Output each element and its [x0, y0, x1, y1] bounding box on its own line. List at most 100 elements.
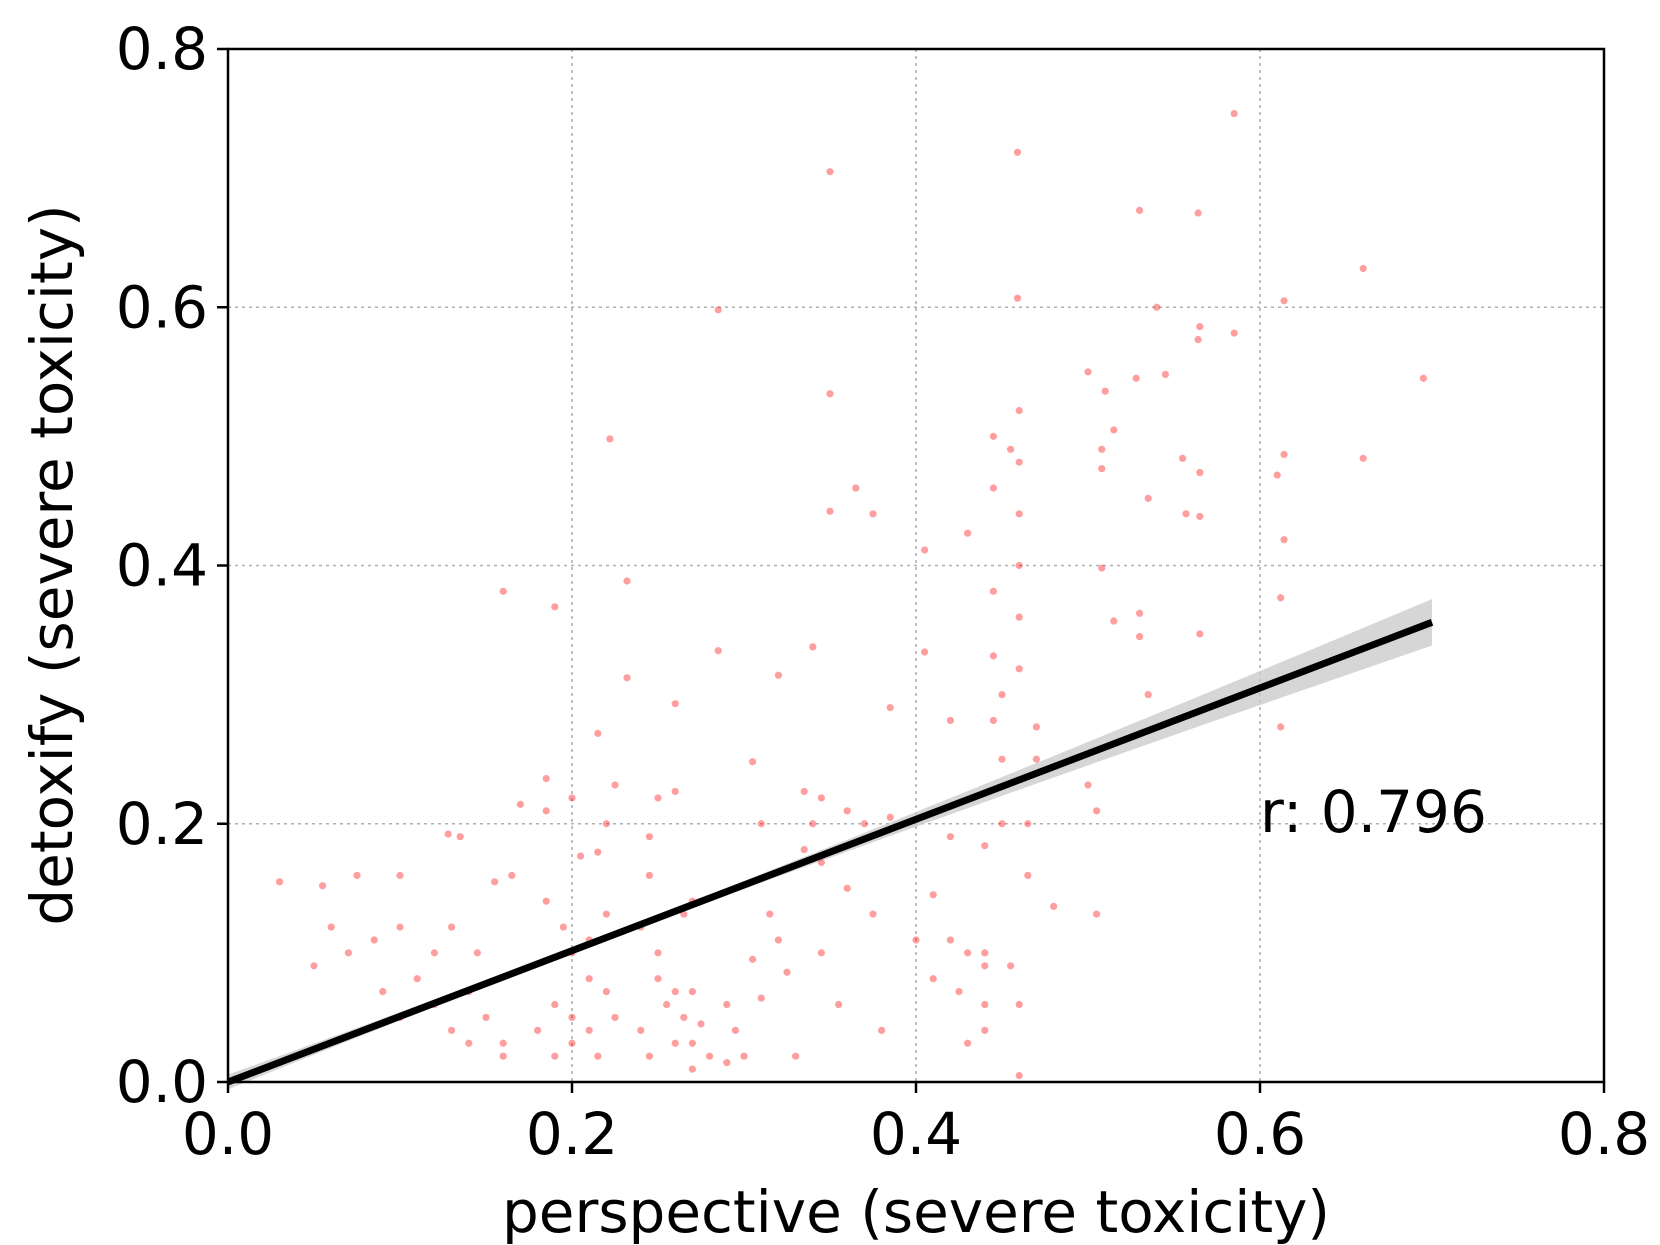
data-point: [671, 988, 679, 996]
data-point: [602, 820, 611, 828]
data-point: [774, 671, 783, 679]
data-point: [1015, 1071, 1023, 1080]
data-point: [654, 949, 662, 957]
data-point: [602, 988, 611, 996]
data-point: [680, 1013, 688, 1022]
data-point: [1032, 755, 1040, 763]
data-point: [688, 988, 697, 996]
data-point: [929, 975, 937, 983]
data-point: [1098, 465, 1106, 473]
data-point: [697, 1020, 705, 1028]
data-point: [929, 891, 937, 899]
data-point: [1230, 329, 1238, 337]
data-point: [1110, 426, 1118, 434]
data-point: [1136, 206, 1144, 215]
data-point: [1196, 630, 1204, 638]
data-point: [912, 936, 920, 944]
data-point: [310, 962, 318, 970]
data-point: [1280, 536, 1288, 544]
data-point: [835, 1000, 843, 1009]
data-point: [671, 700, 679, 708]
x-tick-label: 0.2: [526, 1100, 618, 1168]
regression-line: [226, 619, 1434, 1086]
data-point: [766, 910, 774, 918]
y-axis-label: detoxify (severe toxicity): [18, 204, 86, 925]
data-point: [998, 755, 1006, 763]
correlation-annotation: r: 0.796: [1260, 778, 1487, 846]
data-point: [1007, 445, 1015, 453]
data-point: [430, 949, 438, 957]
data-point: [594, 848, 602, 856]
data-point: [585, 975, 593, 983]
data-point: [826, 507, 834, 515]
fit-line-group: [226, 619, 1434, 1086]
data-point: [981, 842, 989, 850]
x-tick-label: 0.8: [1558, 1100, 1650, 1168]
data-point: [809, 820, 817, 828]
data-point: [723, 1000, 731, 1009]
data-point: [499, 1052, 507, 1060]
data-point: [499, 587, 507, 595]
data-point: [809, 643, 817, 651]
y-tick-label: 0.6: [116, 273, 208, 341]
data-point: [1144, 494, 1152, 502]
data-point: [826, 168, 834, 176]
data-point: [585, 1026, 593, 1034]
data-point: [1013, 294, 1022, 302]
data-point: [327, 923, 335, 931]
data-point: [1084, 781, 1092, 789]
data-point: [869, 510, 877, 518]
x-tick-label: 0.6: [1214, 1100, 1306, 1168]
data-point: [800, 787, 808, 796]
data-point: [637, 1026, 645, 1034]
data-point: [921, 546, 929, 554]
data-point: [602, 910, 611, 918]
data-point: [482, 1013, 490, 1022]
data-point: [568, 794, 576, 802]
data-point: [989, 587, 998, 595]
data-point: [551, 1052, 559, 1060]
y-tick-label: 0.2: [116, 790, 208, 858]
data-point: [671, 1039, 679, 1047]
data-point: [1280, 450, 1288, 459]
data-point: [688, 1039, 697, 1047]
data-point: [594, 729, 602, 737]
data-point: [757, 994, 765, 1002]
data-point: [1196, 468, 1204, 477]
data-point: [1273, 471, 1281, 479]
data-point: [964, 949, 972, 957]
x-tick-label: 0.0: [182, 1100, 274, 1168]
data-point: [981, 962, 989, 970]
data-point: [1359, 264, 1367, 273]
data-point: [852, 484, 860, 492]
data-point: [508, 871, 516, 880]
data-point: [749, 955, 757, 963]
data-point: [542, 897, 550, 905]
data-point: [1015, 613, 1023, 621]
data-point: [800, 845, 808, 854]
data-point: [396, 871, 404, 880]
data-point: [998, 820, 1006, 828]
data-point: [1093, 910, 1101, 918]
data-point: [542, 774, 550, 783]
data-point: [1136, 632, 1144, 641]
data-point: [783, 968, 791, 976]
data-point: [448, 1026, 456, 1034]
data-point: [714, 647, 722, 655]
data-point: [1032, 723, 1040, 731]
data-point: [989, 484, 998, 492]
data-point: [1015, 665, 1023, 673]
data-point: [319, 882, 327, 890]
y-tick-label: 0.8: [116, 15, 208, 83]
data-point: [1277, 594, 1285, 602]
data-point: [568, 1013, 576, 1022]
data-point: [623, 674, 631, 682]
data-point: [757, 820, 765, 828]
data-point: [826, 390, 834, 398]
data-point: [921, 648, 929, 656]
data-point: [611, 781, 619, 789]
data-point: [534, 1026, 542, 1034]
data-point: [1098, 445, 1106, 453]
data-point: [623, 577, 631, 585]
data-point: [1359, 454, 1367, 462]
